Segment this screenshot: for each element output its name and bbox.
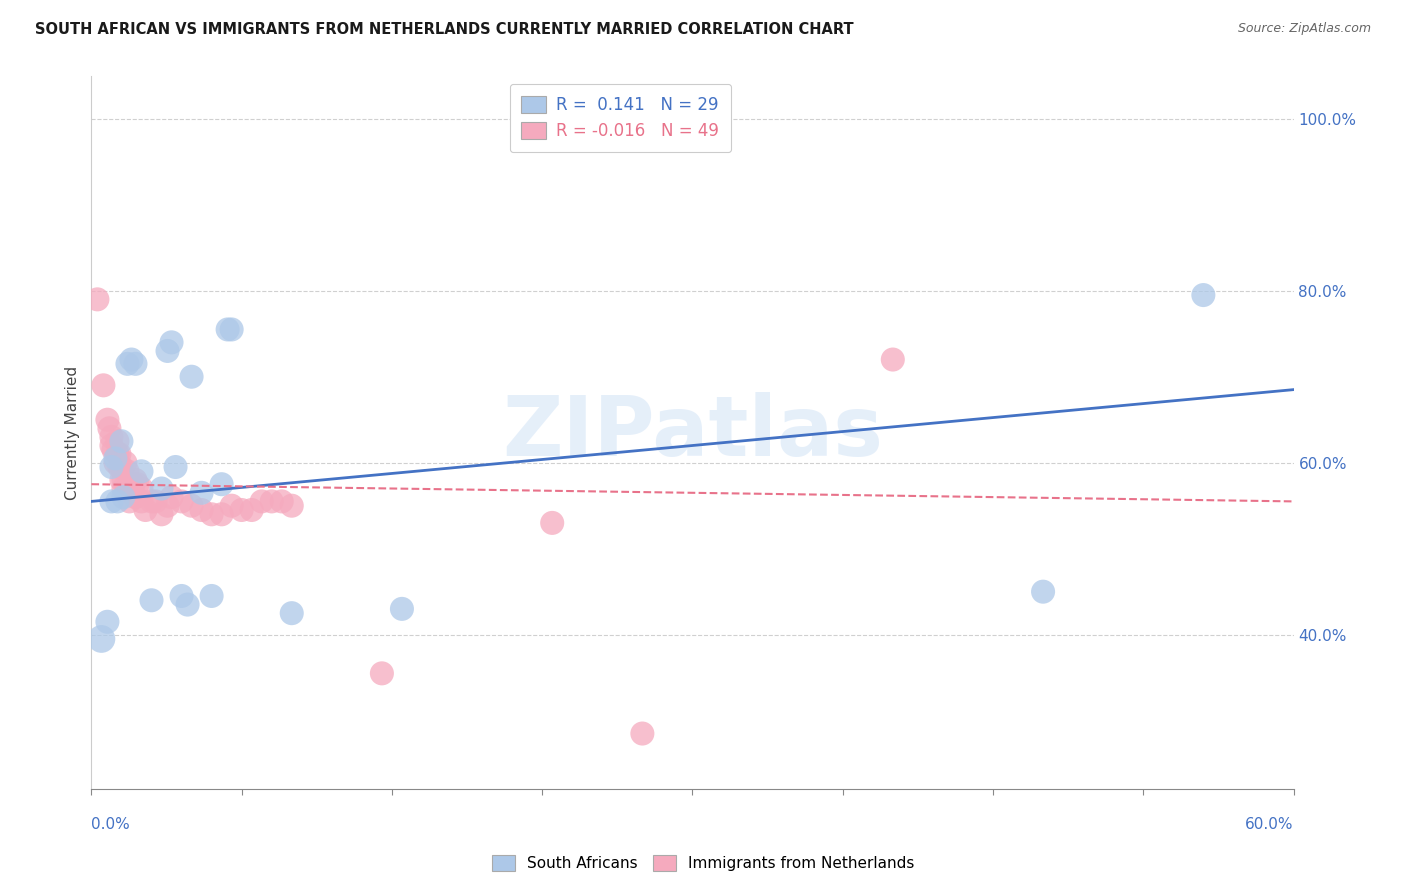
Point (217, 322, 239, 336)
Point (103, 442, 125, 457)
Point (107, 447, 129, 461)
Point (107, 434, 129, 449)
Point (180, 499, 202, 513)
Point (260, 494, 283, 508)
Point (98, 421, 121, 435)
Point (124, 357, 146, 371)
Point (211, 477, 233, 491)
Point (201, 589, 224, 603)
Point (86, 293, 108, 307)
Point (190, 503, 212, 517)
Text: 0.0%: 0.0% (91, 817, 131, 831)
Point (121, 352, 143, 367)
Point (221, 322, 243, 336)
Point (1192, 288, 1215, 302)
Point (541, 516, 564, 530)
Point (96, 615, 118, 629)
Point (110, 434, 132, 449)
Legend: South Africans, Immigrants from Netherlands: South Africans, Immigrants from Netherla… (485, 849, 921, 877)
Point (122, 477, 145, 491)
Point (131, 494, 153, 508)
Point (201, 508, 224, 522)
Point (112, 473, 135, 487)
Point (134, 503, 156, 517)
Point (100, 460, 122, 475)
Text: Source: ZipAtlas.com: Source: ZipAtlas.com (1237, 22, 1371, 36)
Point (176, 598, 198, 612)
Point (112, 482, 135, 496)
Text: SOUTH AFRICAN VS IMMIGRANTS FROM NETHERLANDS CURRENTLY MARRIED CORRELATION CHART: SOUTH AFRICAN VS IMMIGRANTS FROM NETHERL… (35, 22, 853, 37)
Point (131, 464, 153, 478)
Point (156, 343, 179, 358)
Point (141, 593, 163, 607)
Point (165, 460, 187, 475)
Point (250, 494, 273, 508)
Point (96, 413, 118, 427)
Point (110, 473, 132, 487)
Point (1032, 584, 1054, 599)
Point (121, 482, 143, 496)
Point (107, 494, 129, 508)
Point (90, 632, 112, 646)
Point (150, 508, 173, 522)
Point (100, 438, 122, 452)
Point (117, 482, 139, 496)
Point (170, 589, 193, 603)
Point (118, 494, 141, 508)
Point (150, 482, 173, 496)
Point (190, 485, 212, 500)
Point (211, 508, 233, 522)
Point (117, 357, 139, 371)
Y-axis label: Currently Married: Currently Married (65, 366, 80, 500)
Point (145, 494, 167, 508)
Point (117, 464, 139, 478)
Point (231, 503, 253, 517)
Point (180, 369, 202, 384)
Point (100, 430, 122, 444)
Point (631, 726, 654, 740)
Point (281, 606, 304, 620)
Legend: R =  0.141   N = 29, R = -0.016   N = 49: R = 0.141 N = 29, R = -0.016 N = 49 (510, 84, 731, 153)
Point (160, 335, 183, 350)
Point (156, 499, 179, 513)
Point (371, 666, 394, 681)
Point (391, 602, 413, 616)
Text: 60.0%: 60.0% (1246, 817, 1294, 831)
Point (112, 490, 135, 504)
Point (221, 499, 243, 513)
Point (882, 352, 904, 367)
Text: ZIPatlas: ZIPatlas (502, 392, 883, 473)
Point (108, 447, 131, 461)
Point (127, 477, 149, 491)
Point (141, 494, 163, 508)
Point (170, 494, 193, 508)
Point (110, 460, 132, 475)
Point (281, 499, 304, 513)
Point (124, 490, 146, 504)
Point (240, 503, 263, 517)
Point (160, 490, 183, 504)
Point (114, 456, 136, 470)
Point (93, 378, 115, 392)
Point (270, 494, 292, 508)
Point (124, 473, 146, 487)
Point (108, 460, 131, 475)
Point (104, 451, 127, 466)
Point (100, 494, 122, 508)
Point (131, 482, 153, 496)
Point (104, 456, 127, 470)
